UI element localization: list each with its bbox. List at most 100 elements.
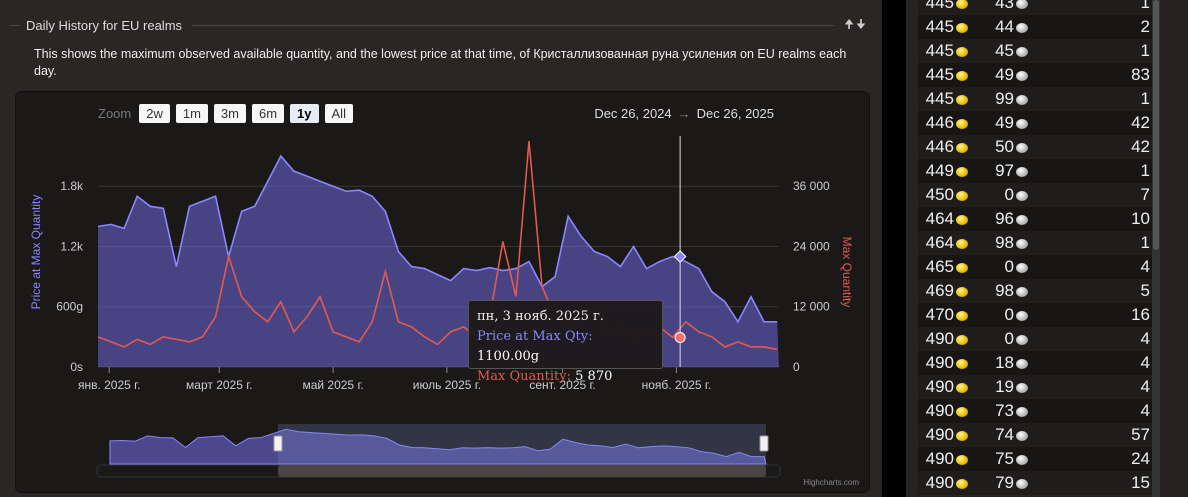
chart-plot[interactable]: 0s 600g 1.2k 1.8k 0 12 000 24 000 36 000 янв. 20…: [16, 92, 871, 494]
navigator-handle[interactable]: [273, 435, 283, 452]
reorder-arrows-icon[interactable]: 🠉🠋: [844, 16, 868, 31]
gold-cell: 446: [918, 111, 968, 135]
gold-value: 445: [925, 89, 954, 108]
silver-cell: 97: [968, 159, 1028, 183]
y-tick-left: 1.8k: [60, 179, 84, 193]
silver-coin-icon: [1016, 430, 1028, 441]
silver-coin-icon: [1016, 478, 1028, 489]
price-table: 445 43 1 445 44 2 445 45 1 445 49 83 445 99 1 446 49 42 44…: [918, 0, 1154, 495]
silver-coin-icon: [1016, 94, 1028, 105]
silver-value: 99: [995, 89, 1014, 108]
silver-cell: 74: [968, 423, 1028, 447]
price-marker: [673, 250, 687, 263]
arrow-right-icon: →: [677, 106, 691, 121]
range-to-input[interactable]: Dec 26, 2025: [696, 106, 774, 121]
silver-cell: 0: [968, 327, 1028, 351]
gold-cell: 464: [918, 231, 968, 255]
x-tick-label: март 2025 г.: [186, 378, 252, 392]
silver-value: 98: [995, 233, 1014, 252]
y-tick-right: 0: [793, 360, 800, 374]
silver-value: 43: [995, 0, 1014, 12]
gold-cell: 464: [918, 207, 968, 231]
quantity-cell: 1: [1028, 231, 1154, 255]
navigator-selection[interactable]: [278, 424, 766, 464]
quantity-cell: 10: [1028, 207, 1154, 231]
gold-cell: 446: [918, 135, 968, 159]
tooltip-qty-value: 5 870: [575, 369, 613, 384]
gold-cell: 469: [918, 279, 968, 303]
silver-value: 0: [1004, 305, 1014, 324]
silver-coin-icon: [1016, 238, 1028, 249]
gold-cell: 449: [918, 159, 968, 183]
silver-value: 18: [995, 353, 1014, 372]
table-row: 449 97 1: [918, 159, 1154, 183]
gold-coin-icon: [956, 94, 968, 105]
quantity-cell: 4: [1028, 375, 1154, 399]
divider: [192, 24, 835, 26]
quantity-cell: 2: [1028, 15, 1154, 39]
y-tick-left: 600g: [56, 300, 83, 314]
quantity-cell: 4: [1028, 327, 1154, 351]
navigator-handle[interactable]: [759, 435, 769, 452]
gold-cell: 470: [918, 303, 968, 327]
navigator-scrollbar-thumb[interactable]: [278, 465, 766, 477]
table-row: 445 43 1: [918, 0, 1154, 15]
silver-cell: 44: [968, 15, 1028, 39]
gold-value: 490: [925, 449, 954, 468]
gold-coin-icon: [956, 0, 968, 9]
gold-cell: 445: [918, 87, 968, 111]
gold-value: 449: [925, 161, 954, 180]
gold-coin-icon: [956, 262, 968, 273]
table-row: 469 98 5: [918, 279, 1154, 303]
gold-coin-icon: [956, 238, 968, 249]
quantity-cell: 15: [1028, 471, 1154, 495]
table-scrollbar[interactable]: [1152, 0, 1160, 497]
table-row: 490 74 57: [918, 423, 1154, 447]
scrollbar-thumb[interactable]: [1153, 0, 1159, 250]
gold-coin-icon: [956, 190, 968, 201]
zoom-all-button[interactable]: All: [324, 104, 353, 123]
gold-coin-icon: [956, 142, 968, 153]
x-tick-label: май 2025 г.: [302, 378, 363, 392]
gold-cell: 465: [918, 255, 968, 279]
zoom-2w-button[interactable]: 2w: [139, 104, 170, 123]
highcharts-credits[interactable]: Highcharts.com: [803, 478, 859, 487]
zoom-3m-button[interactable]: 3m: [213, 104, 246, 123]
divider: [10, 24, 20, 26]
gold-value: 490: [925, 329, 954, 348]
table-row: 490 75 24: [918, 447, 1154, 471]
zoom-1m-button[interactable]: 1m: [175, 104, 208, 123]
gold-coin-icon: [956, 310, 968, 321]
silver-cell: 49: [968, 63, 1028, 87]
table-row: 445 99 1: [918, 87, 1154, 111]
y-tick-right: 36 000: [793, 179, 830, 193]
silver-value: 97: [995, 161, 1014, 180]
table-row: 490 73 4: [918, 399, 1154, 423]
quantity-cell: 16: [1028, 303, 1154, 327]
silver-cell: 50: [968, 135, 1028, 159]
quantity-cell: 42: [1028, 111, 1154, 135]
silver-value: 79: [995, 473, 1014, 492]
table-row: 445 49 83: [918, 63, 1154, 87]
zoom-controls: Zoom 2w 1m 3m 6m 1y All: [98, 104, 353, 123]
x-tick-label: июль 2025 г.: [413, 378, 481, 392]
y-tick-right: 24 000: [793, 239, 830, 253]
gold-value: 446: [925, 137, 954, 156]
quantity-cell: 4: [1028, 399, 1154, 423]
gold-value: 445: [925, 0, 954, 12]
gold-coin-icon: [956, 70, 968, 81]
silver-value: 19: [995, 377, 1014, 396]
silver-cell: 79: [968, 471, 1028, 495]
gold-value: 445: [925, 17, 954, 36]
quantity-cell: 1: [1028, 159, 1154, 183]
range-from-input[interactable]: Dec 26, 2024: [594, 106, 672, 121]
silver-coin-icon: [1016, 118, 1028, 129]
quantity-cell: 7: [1028, 183, 1154, 207]
silver-coin-icon: [1016, 382, 1028, 393]
gold-cell: 490: [918, 423, 968, 447]
zoom-1y-button[interactable]: 1y: [290, 104, 319, 123]
silver-coin-icon: [1016, 214, 1028, 225]
left-panel: Daily History for EU realms 🠉🠋 This show…: [0, 0, 890, 497]
silver-value: 0: [1004, 257, 1014, 276]
zoom-6m-button[interactable]: 6m: [251, 104, 285, 123]
